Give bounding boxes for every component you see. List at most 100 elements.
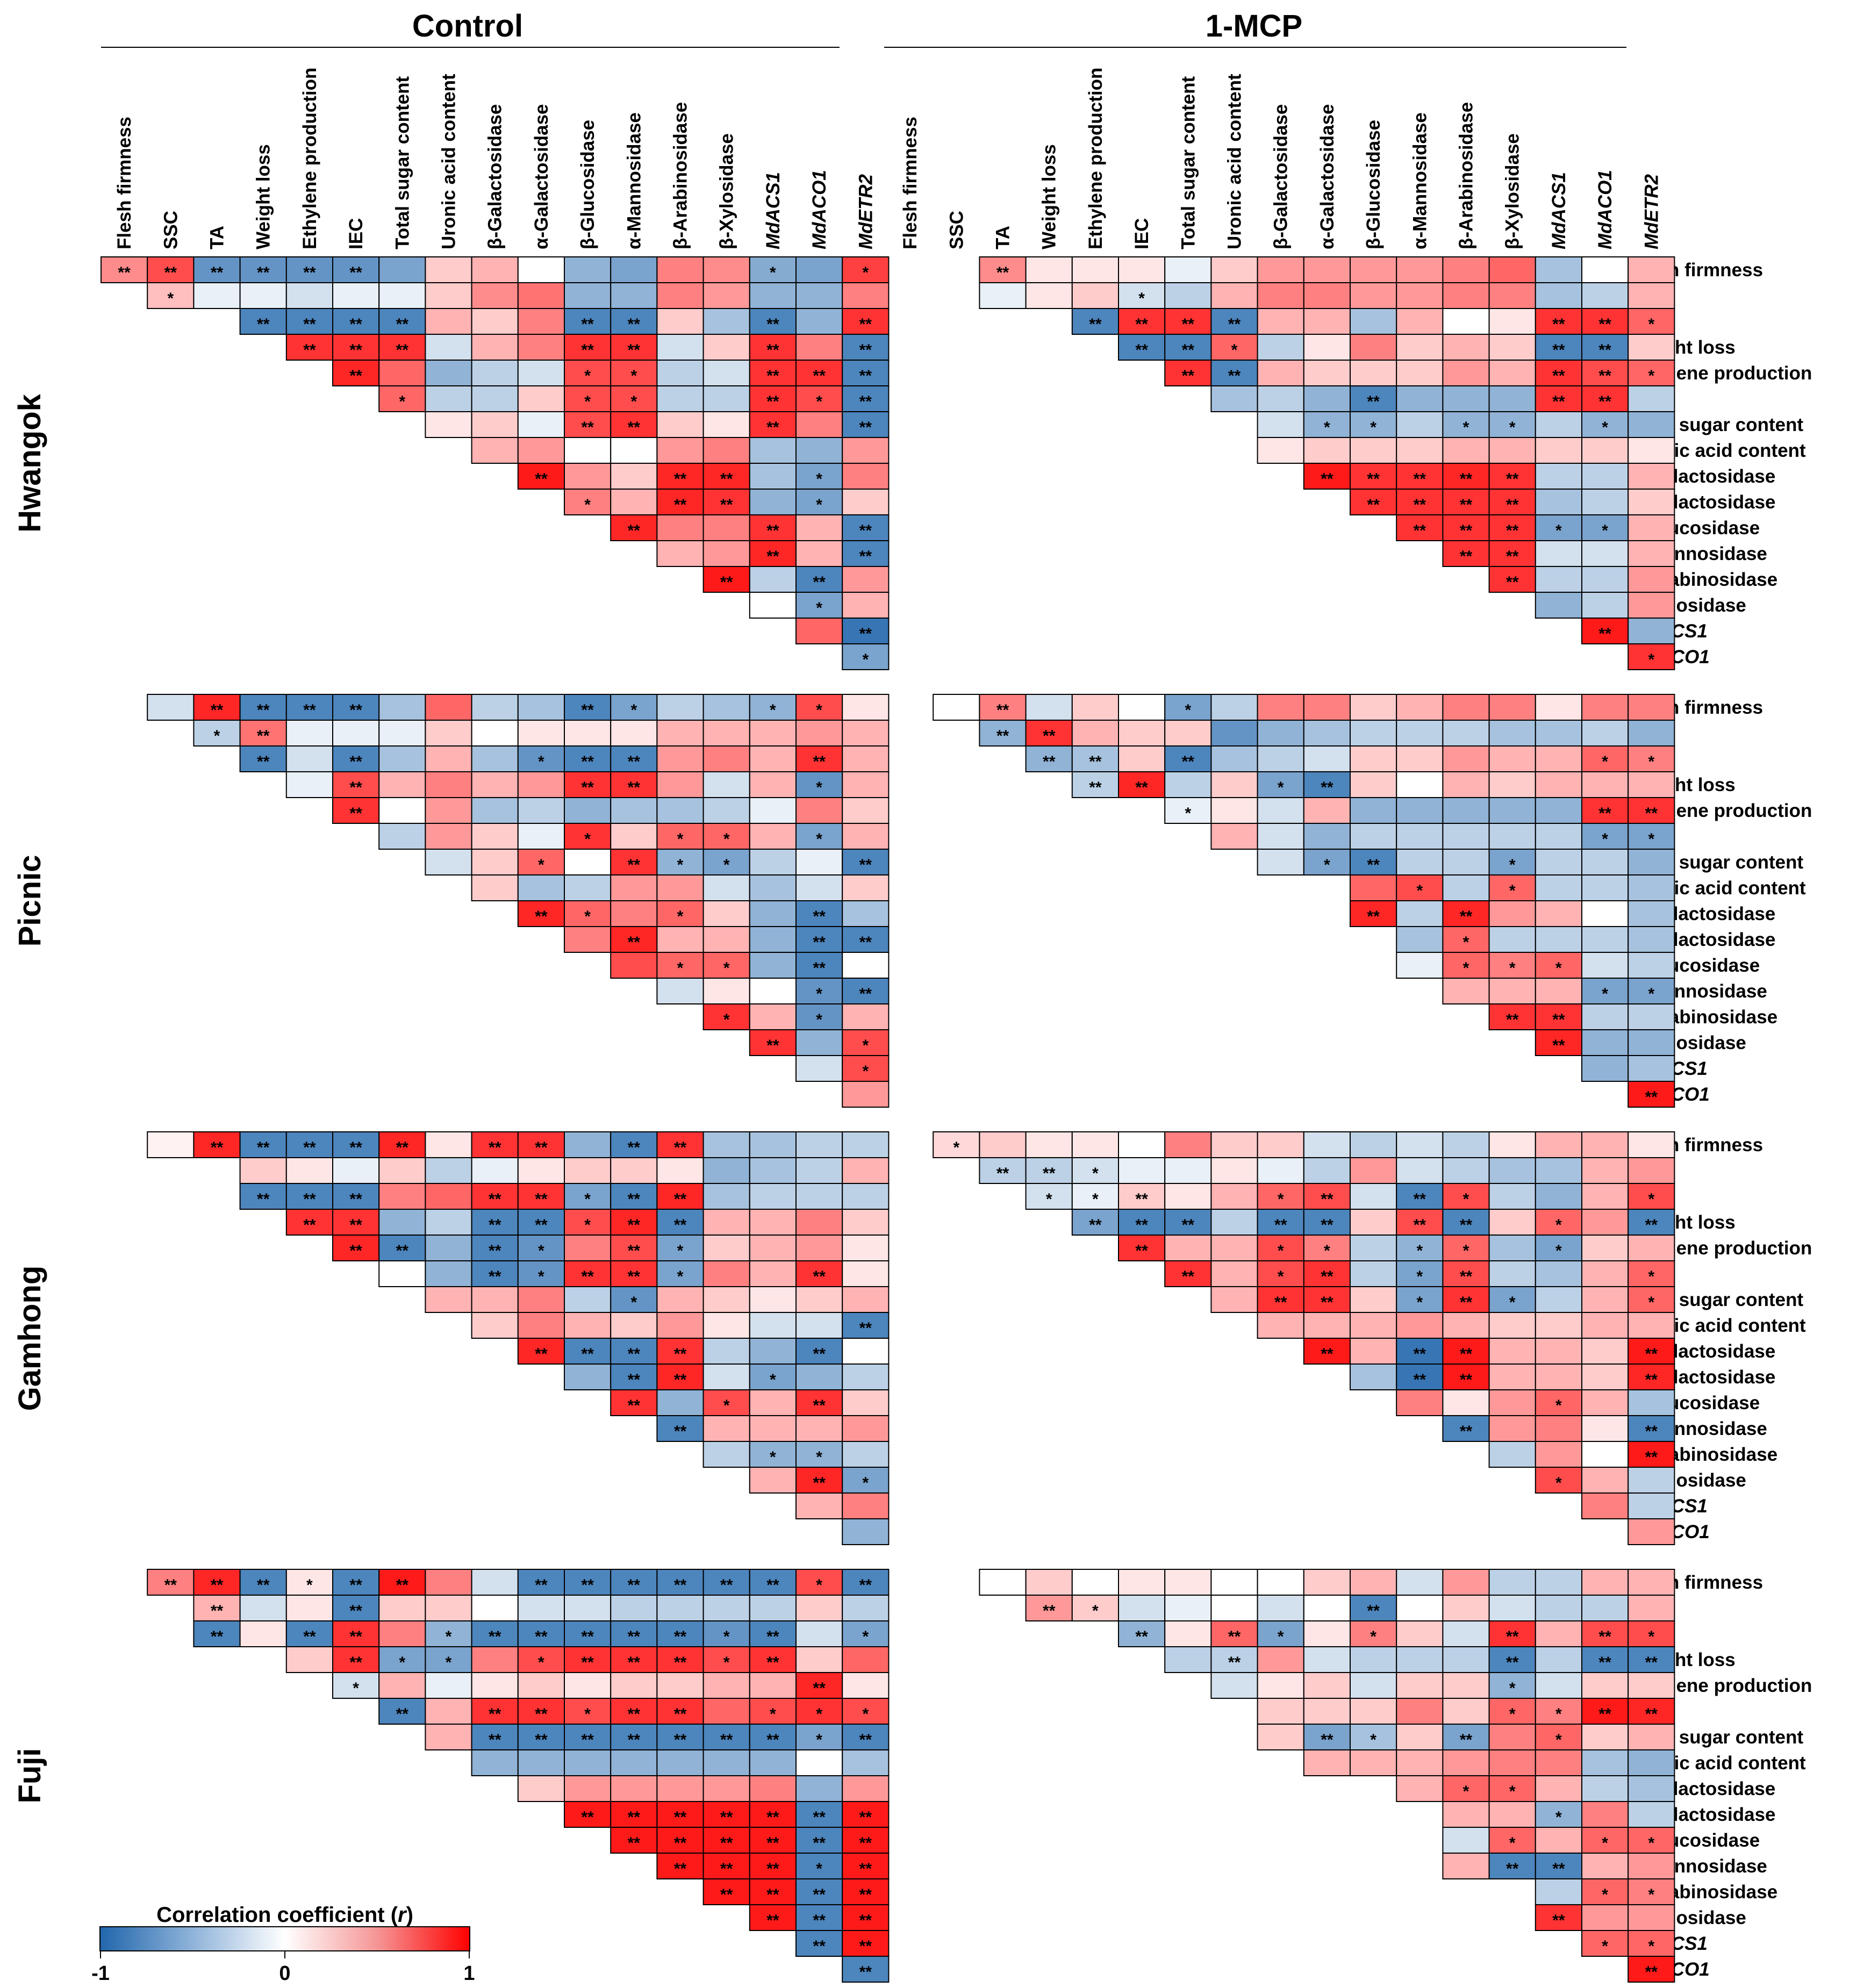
heatmap-cell — [1303, 437, 1351, 464]
heatmap-cell — [1581, 489, 1629, 515]
significance-mark: * — [167, 290, 174, 307]
heatmap-cell — [1627, 1853, 1675, 1879]
heatmap-cell — [1627, 952, 1675, 979]
heatmap-cell — [378, 282, 426, 309]
heatmap-cell — [471, 823, 519, 850]
heatmap-cell — [1581, 1801, 1629, 1828]
heatmap-cell — [564, 282, 612, 309]
significance-mark: ** — [674, 470, 687, 488]
heatmap-cell — [1350, 1260, 1397, 1287]
heatmap-cell — [378, 1620, 426, 1647]
heatmap-cell — [842, 1415, 890, 1442]
significance-mark: ** — [1506, 548, 1519, 565]
heatmap-cell — [1396, 334, 1444, 361]
significance-mark: ** — [349, 315, 362, 333]
significance-mark: * — [816, 496, 822, 514]
heatmap-cell — [1488, 823, 1536, 850]
heatmap-cell — [1350, 1749, 1397, 1776]
significance-mark: ** — [859, 1319, 872, 1337]
significance-mark: ** — [349, 1654, 362, 1671]
heatmap-cell — [1581, 952, 1629, 979]
significance-mark: ** — [1506, 522, 1519, 540]
significance-mark: ** — [1135, 1628, 1148, 1646]
heatmap-cell — [610, 694, 658, 721]
heatmap-cell — [1535, 1467, 1583, 1494]
heatmap-cell — [610, 797, 658, 824]
panel-fuji-1-mcp: ** * **** ** * * ** ** *** ** ** **** * ** **** * ** ** **… — [979, 1569, 1675, 1983]
significance-mark: ** — [859, 548, 872, 565]
heatmap-cell — [1396, 1749, 1444, 1776]
heatmap-cell — [749, 437, 797, 464]
heatmap-cell — [1581, 1620, 1629, 1647]
significance-mark: ** — [1598, 1628, 1611, 1646]
heatmap-cell — [378, 308, 426, 335]
heatmap-cell — [1396, 797, 1444, 824]
heatmap-cell — [564, 1209, 612, 1236]
heatmap-cell — [1350, 463, 1397, 490]
heatmap-cell — [1488, 1801, 1536, 1828]
heatmap-cell — [842, 1157, 890, 1184]
heatmap-cell — [425, 1286, 472, 1313]
heatmap-cell — [517, 1312, 565, 1339]
heatmap-cell — [1627, 1389, 1675, 1416]
heatmap-cell — [1535, 849, 1583, 875]
heatmap-cell — [564, 1749, 612, 1776]
heatmap-cell — [1396, 1698, 1444, 1725]
significance-mark: ** — [628, 1808, 641, 1826]
significance-mark: * — [1555, 1731, 1562, 1749]
column-label-control-ethylene-production: Ethylene production — [299, 68, 320, 249]
heatmap-cell — [1303, 1157, 1351, 1184]
heatmap-cell — [702, 952, 750, 979]
heatmap-cell — [1210, 771, 1258, 798]
significance-mark: ** — [211, 1139, 224, 1157]
heatmap-cell — [517, 385, 565, 412]
heatmap-cell — [517, 849, 565, 875]
significance-mark: ** — [489, 1242, 501, 1260]
significance-mark: ** — [628, 1139, 641, 1157]
heatmap-cell — [1396, 1312, 1444, 1339]
heatmap-cell — [610, 1312, 658, 1339]
heatmap-cell — [842, 978, 890, 1004]
significance-mark: ** — [303, 315, 316, 333]
heatmap-cell — [1396, 1286, 1444, 1313]
heatmap-cell — [1025, 1569, 1073, 1596]
heatmap-cell — [425, 1569, 472, 1596]
heatmap-cell — [610, 952, 658, 979]
heatmap-cell — [517, 1157, 565, 1184]
heatmap-cell — [1627, 1904, 1675, 1931]
heatmap-cell — [749, 1260, 797, 1287]
significance-mark: ** — [1598, 625, 1611, 643]
significance-mark: * — [446, 1654, 452, 1671]
heatmap-cell — [1350, 745, 1397, 772]
heatmap-cell — [517, 282, 565, 309]
heatmap-cell — [1303, 256, 1351, 283]
heatmap-cell — [979, 694, 1027, 721]
heatmap-cell — [656, 874, 704, 901]
significance-mark: ** — [859, 367, 872, 385]
heatmap-cell — [749, 592, 797, 619]
heatmap-cell — [795, 1131, 843, 1158]
heatmap-cell — [239, 282, 287, 309]
heatmap-cell — [702, 771, 750, 798]
significance-mark: ** — [628, 1216, 641, 1234]
heatmap-cell — [702, 1131, 750, 1158]
heatmap-cell — [1442, 1749, 1490, 1776]
significance-mark: * — [1185, 701, 1191, 719]
heatmap-cell — [749, 823, 797, 850]
heatmap-cell — [1627, 1569, 1675, 1596]
heatmap-cell — [471, 1749, 519, 1776]
panel-hwangok-control: ** ** ** ** ** ** * **** ** ** ** ** ** ** **** ** ** ** *… — [101, 256, 890, 670]
heatmap-cell — [656, 385, 704, 412]
significance-mark: * — [584, 1190, 591, 1208]
significance-mark: ** — [1645, 1088, 1658, 1106]
heatmap-cell — [1535, 720, 1583, 747]
heatmap-cell — [1257, 1569, 1304, 1596]
heatmap-cell — [425, 282, 472, 309]
heatmap-cell — [425, 1698, 472, 1725]
heatmap-cell — [517, 797, 565, 824]
heatmap-cell — [795, 1492, 843, 1519]
significance-mark: ** — [1506, 496, 1519, 514]
heatmap-cell — [1210, 797, 1258, 824]
heatmap-cell — [749, 797, 797, 824]
heatmap-cell — [610, 334, 658, 361]
